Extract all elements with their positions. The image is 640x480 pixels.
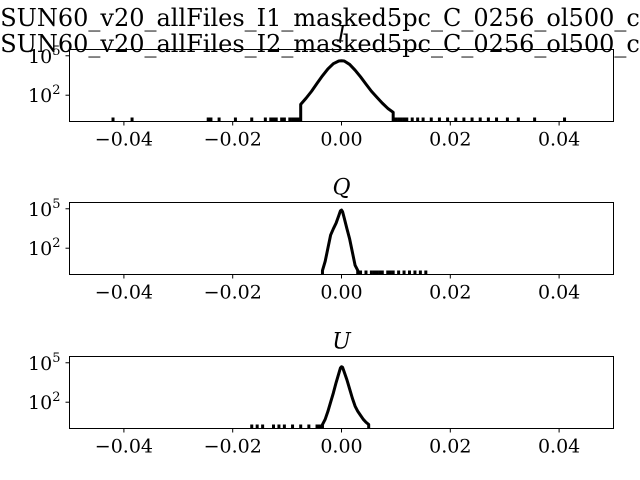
panel-i-title: I — [336, 23, 347, 48]
panel-q-ytick-label-1: 105 — [28, 197, 60, 221]
panel-i-xtick-label-0: −0.04 — [95, 129, 153, 151]
panel-q-xtick-label-1: −0.02 — [204, 282, 262, 304]
panel-i-ytick-label-1: 105 — [28, 44, 60, 68]
panel-u-xtick-label-2: 0.00 — [320, 436, 362, 458]
panel-q-xtick-label-4: 0.04 — [538, 282, 580, 304]
panel-u-xtick-label-3: 0.02 — [429, 436, 471, 458]
panel-u-ytick-label-1: 105 — [28, 351, 60, 375]
suptitle-line-1: SUN60_v20_allFiles_I1_masked5pc_C_0256_o… — [0, 4, 640, 32]
panel-q-xtick-label-3: 0.02 — [429, 282, 471, 304]
panel-u-xtick-label-4: 0.04 — [538, 436, 580, 458]
panel-u-ytick-label-0: 102 — [28, 390, 60, 414]
suptitle-line-2: SUN60_v20_allFiles_I2_masked5pc_C_0256_o… — [0, 30, 640, 58]
panel-u-xtick-label-1: −0.02 — [204, 436, 262, 458]
panel-i-ytick-label-0: 102 — [28, 83, 60, 107]
panel-q-title: Q — [332, 176, 350, 201]
panel-u-xtick-label-0: −0.04 — [95, 436, 153, 458]
panel-i-xtick-label-4: 0.04 — [538, 129, 580, 151]
panel-u: U −0.04 −0.02 0.00 0.02 0.04 102 105 — [28, 330, 614, 458]
panel-q: Q −0.04 −0.02 0.00 0.02 0.04 102 105 — [28, 176, 614, 304]
panel-q-curve — [320, 208, 360, 275]
panel-q-ytick-label-0: 102 — [28, 236, 60, 260]
panel-i-xtick-label-2: 0.00 — [320, 129, 362, 151]
panel-q-xtick-label-2: 0.00 — [320, 282, 362, 304]
panel-i-xtick-label-3: 0.02 — [429, 129, 471, 151]
panel-u-curve — [320, 365, 371, 429]
panel-i-xtick-label-1: −0.02 — [204, 129, 262, 151]
panel-i: I −0.04 −0.02 0.00 0.02 0.04 102 105 — [28, 23, 614, 151]
panel-i-curve — [299, 59, 395, 122]
panel-q-xtick-label-0: −0.04 — [95, 282, 153, 304]
panel-u-title: U — [332, 330, 352, 355]
subplots: I −0.04 −0.02 0.00 0.02 0.04 102 105 Q −0.04 −0.02… — [28, 23, 614, 458]
